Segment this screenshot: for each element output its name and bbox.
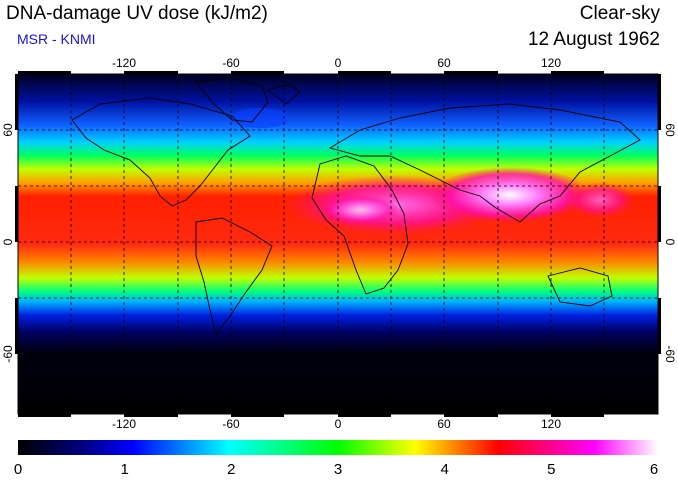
lat-tick-left-label: -60 [1, 345, 15, 363]
colorbar-label: 6 [650, 461, 658, 478]
lat-tick-right-label: -60 [663, 345, 677, 363]
map-frame [15, 71, 661, 417]
lon-tick-top-label: -120 [112, 56, 136, 70]
colorbar-label: 2 [227, 461, 235, 478]
graticule [18, 74, 658, 414]
lon-tick-bottom-label: 120 [541, 417, 561, 431]
lat-tick-left-label: 0 [1, 238, 15, 245]
map-title: DNA-damage UV dose (kJ/m2) [6, 3, 268, 24]
lon-tick-top-label: -60 [222, 56, 240, 70]
colorbar-label: 3 [334, 461, 342, 478]
lat-tick-right-label: 0 [663, 239, 677, 246]
date-label: 12 August 1962 [527, 29, 660, 50]
colorbar-label: 4 [441, 461, 449, 478]
colorbar-label: 5 [547, 461, 555, 478]
lon-tick-top-label: 0 [335, 56, 342, 70]
lon-tick-bottom-label: 0 [335, 417, 342, 431]
colorbar-label: 0 [14, 461, 22, 478]
colorbar [18, 440, 658, 455]
sky-mode-label: Clear-sky [579, 3, 660, 24]
lon-tick-bottom-label: -60 [222, 417, 240, 431]
lat-tick-right-label: 60 [663, 123, 677, 137]
lon-tick-top-label: 60 [437, 56, 451, 70]
lon-tick-bottom-label: 60 [437, 417, 451, 431]
lon-tick-top-label: 120 [541, 56, 561, 70]
source-label: MSR - KNMI [17, 31, 96, 47]
lat-tick-left-label: 60 [1, 123, 15, 137]
colorbar-label: 1 [121, 461, 129, 478]
lon-tick-bottom-label: -120 [112, 417, 136, 431]
